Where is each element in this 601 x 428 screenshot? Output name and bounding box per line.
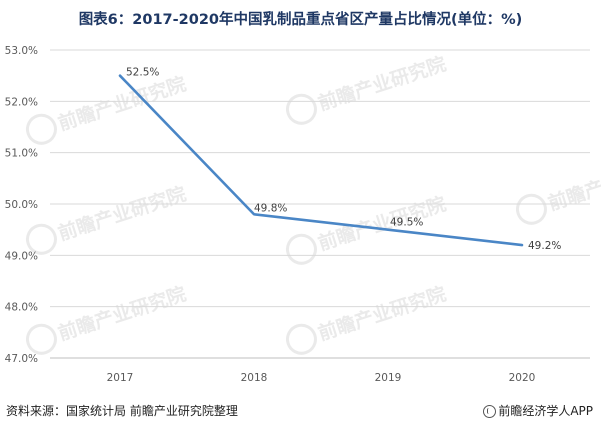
watermark-logo-icon — [515, 193, 547, 225]
y-tick-label: 51.0% — [5, 148, 38, 160]
brand-logo-icon — [483, 405, 497, 418]
y-tick-label: 52.0% — [5, 96, 38, 108]
series-line — [118, 74, 524, 247]
watermark-logo-icon — [25, 323, 57, 355]
watermark-text: 前瞻产业研究院 — [55, 282, 189, 345]
source-note: 资料来源：国家统计局 前瞻产业研究院整理 — [6, 404, 238, 418]
watermark-text: 前瞻产业研究院 — [315, 52, 449, 115]
watermark-logo-icon — [285, 323, 317, 355]
data-label: 49.2% — [528, 240, 561, 252]
data-label: 49.8% — [254, 202, 287, 214]
x-axis-ticks: 2017 2018 2019 2020 — [107, 372, 536, 384]
y-tick-label: 50.0% — [5, 199, 38, 211]
watermark-mark: 前瞻产业研究院 — [285, 52, 449, 125]
watermark-logo-icon — [285, 233, 317, 265]
watermark-logo-icon — [25, 113, 57, 145]
watermark-text: 前瞻产业研究院 — [315, 282, 449, 345]
brand-credit: 前瞻经济学人APP — [483, 402, 593, 419]
x-tick-label: 2020 — [509, 372, 536, 384]
series-line-group — [118, 74, 524, 247]
x-tick-label: 2018 — [241, 372, 268, 384]
x-tick-label: 2019 — [375, 372, 402, 384]
y-tick-label: 53.0% — [5, 45, 38, 57]
watermark-logo-icon — [25, 223, 57, 255]
watermark-mark: 前瞻产业研究院 — [25, 282, 189, 355]
watermark-mark: 前瞻产业研究院 — [25, 182, 189, 255]
y-tick-label: 49.0% — [5, 250, 38, 262]
data-label: 52.5% — [126, 67, 159, 79]
chart-title: 图表6：2017-2020年中国乳制品重点省区产量占比情况(单位：%) — [78, 12, 523, 28]
watermark-mark: 前瞻产业研究院 — [515, 152, 601, 225]
watermark-text: 前瞻产业研究院 — [545, 152, 601, 215]
watermark-text: 前瞻产业研究院 — [55, 182, 189, 245]
watermark-mark: 前瞻产业研究院 — [285, 282, 449, 355]
x-tick-label: 2017 — [107, 372, 134, 384]
gridlines — [50, 49, 590, 359]
watermark-mark: 前瞻产业研究院 — [25, 72, 189, 145]
y-tick-label: 48.0% — [5, 302, 38, 314]
data-labels: 52.5% 49.8% 49.5% 49.2% — [126, 67, 561, 252]
brand-label: 前瞻经济学人APP — [498, 404, 593, 418]
y-axis-ticks: 53.0% 52.0% 51.0% 50.0% 49.0% 48.0% 47.0% — [5, 45, 38, 365]
watermark-logo-icon — [285, 93, 317, 125]
data-label: 49.5% — [390, 217, 423, 229]
y-tick-label: 47.0% — [5, 353, 38, 365]
